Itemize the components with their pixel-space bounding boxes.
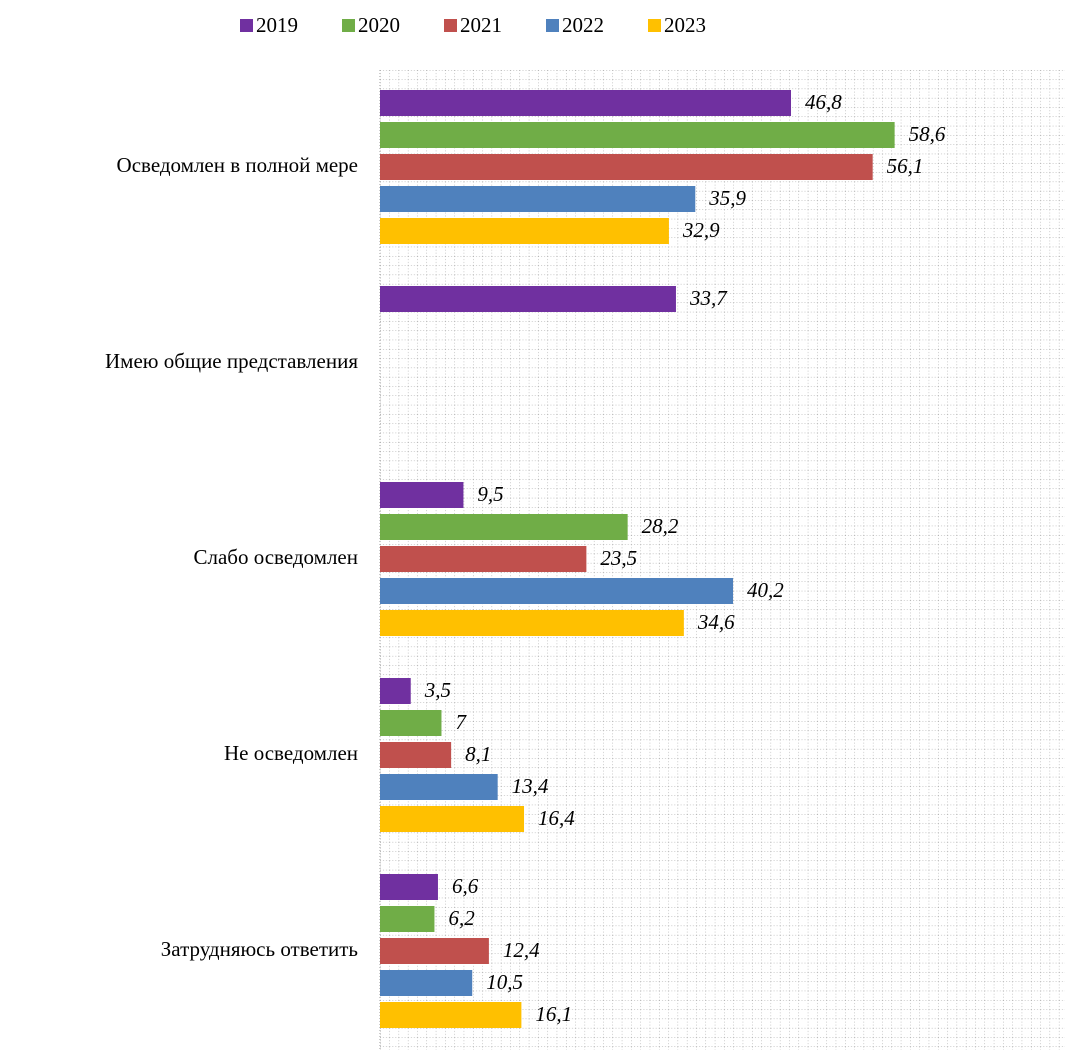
value-label: 56,1 bbox=[887, 154, 924, 178]
value-label: 35,9 bbox=[708, 186, 746, 210]
bar bbox=[380, 678, 411, 704]
bar bbox=[380, 774, 498, 800]
bar bbox=[380, 970, 473, 996]
bar bbox=[380, 938, 489, 964]
bar bbox=[380, 742, 452, 768]
bar bbox=[380, 1002, 522, 1028]
value-label: 6,6 bbox=[452, 874, 479, 898]
legend-swatch bbox=[342, 19, 355, 32]
bar bbox=[380, 546, 587, 572]
value-label: 9,5 bbox=[477, 482, 503, 506]
bar bbox=[380, 218, 669, 244]
category-label: Не осведомлен bbox=[224, 741, 358, 765]
value-label: 58,6 bbox=[909, 122, 946, 146]
legend-swatch bbox=[648, 19, 661, 32]
value-label: 16,4 bbox=[538, 806, 575, 830]
value-label: 33,7 bbox=[689, 286, 728, 310]
value-label: 7 bbox=[455, 710, 467, 734]
bar bbox=[380, 578, 734, 604]
legend-label: 2021 bbox=[460, 13, 502, 37]
bar bbox=[380, 610, 684, 636]
value-label: 10,5 bbox=[486, 970, 523, 994]
category-label: Имею общие представления bbox=[105, 349, 358, 373]
value-label: 3,5 bbox=[424, 678, 451, 702]
bar bbox=[380, 286, 676, 312]
value-label: 6,2 bbox=[448, 906, 475, 930]
legend-label: 2023 bbox=[664, 13, 706, 37]
value-label: 46,8 bbox=[805, 90, 842, 114]
bar bbox=[380, 90, 791, 116]
legend-swatch bbox=[240, 19, 253, 32]
legend-label: 2020 bbox=[358, 13, 400, 37]
legend-label: 2022 bbox=[562, 13, 604, 37]
value-label: 32,9 bbox=[682, 218, 720, 242]
bar bbox=[380, 806, 525, 832]
bar bbox=[380, 906, 435, 932]
value-label: 13,4 bbox=[512, 774, 549, 798]
bar bbox=[380, 874, 438, 900]
value-label: 12,4 bbox=[503, 938, 540, 962]
bar bbox=[380, 122, 895, 148]
value-label: 28,2 bbox=[642, 514, 679, 538]
value-label: 8,1 bbox=[465, 742, 491, 766]
category-label: Затрудняюсь ответить bbox=[161, 937, 358, 961]
legend-swatch bbox=[546, 19, 559, 32]
bar bbox=[380, 514, 628, 540]
bar bbox=[380, 710, 442, 736]
category-label: Слабо осведомлен bbox=[193, 545, 358, 569]
bar bbox=[380, 186, 696, 212]
bar bbox=[380, 482, 464, 508]
bar bbox=[380, 154, 873, 180]
value-label: 16,1 bbox=[535, 1002, 572, 1026]
value-label: 34,6 bbox=[697, 610, 735, 634]
value-label: 23,5 bbox=[600, 546, 637, 570]
legend-label: 2019 bbox=[256, 13, 298, 37]
value-label: 40,2 bbox=[747, 578, 784, 602]
category-label: Осведомлен в полной мере bbox=[117, 153, 358, 177]
legend-swatch bbox=[444, 19, 457, 32]
